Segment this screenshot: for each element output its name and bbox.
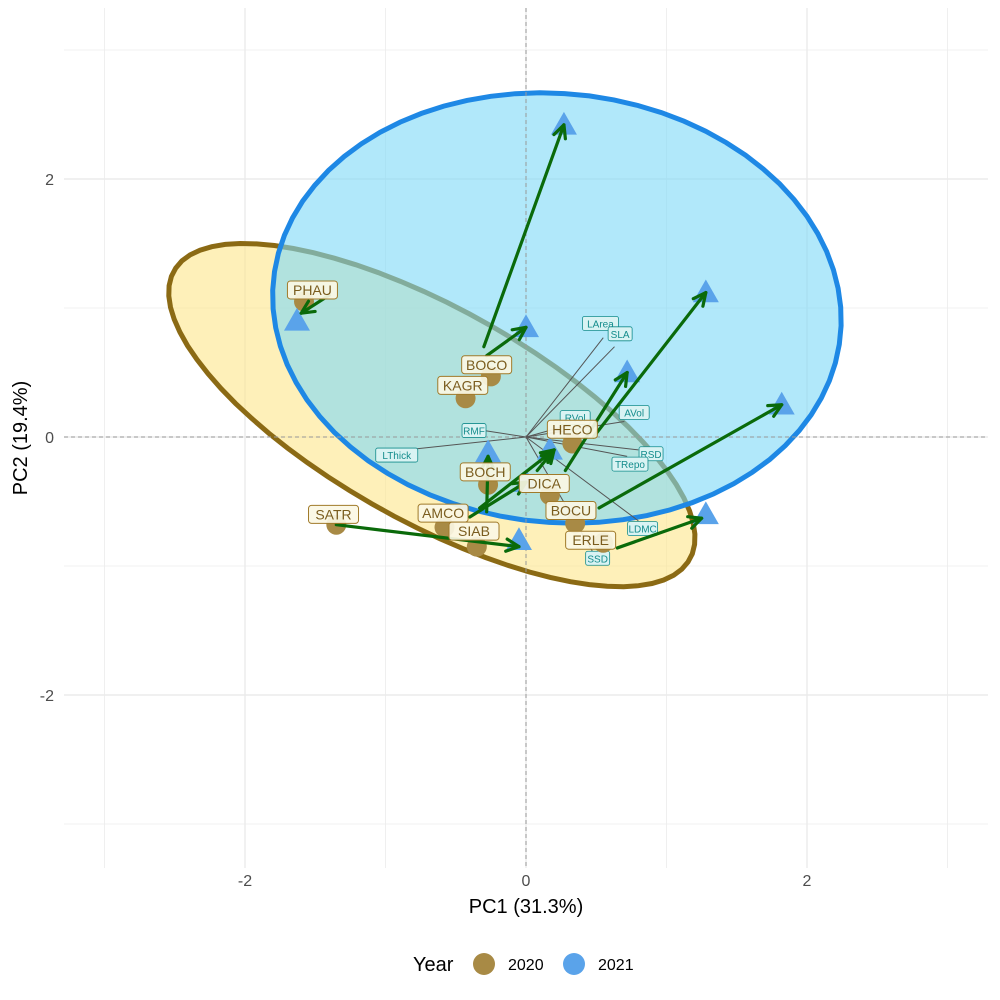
- legend-swatch-2021: [563, 953, 585, 975]
- obs-label-box: [545, 501, 597, 521]
- y-tick-label: 2: [45, 172, 54, 189]
- trait-label-rsd: RSD: [640, 450, 661, 461]
- obs-label-phau: PHAU: [293, 282, 332, 298]
- point-2021-phau: [283, 307, 310, 331]
- legend-label-2021: 2021: [598, 957, 634, 974]
- ellipse-2021: [270, 90, 844, 526]
- obs-label-erle: ERLE: [572, 532, 609, 548]
- trait-label-box: [627, 521, 659, 536]
- obs-label-box: [308, 504, 360, 524]
- y-axis-title: PC2 (19.4%): [10, 381, 32, 496]
- change-arrow-5: [591, 290, 708, 439]
- point-2021-boch: [475, 439, 502, 463]
- change-arrow-9: [597, 403, 784, 510]
- obs-label-kagr: KAGR: [443, 377, 483, 393]
- x-axis-title: PC1 (31.3%): [469, 896, 584, 918]
- obs-label-amco: AMCO: [422, 505, 464, 521]
- obs-label-box: [546, 419, 598, 439]
- obs-label-box: [417, 503, 469, 523]
- y-tick-label: -2: [40, 688, 54, 705]
- loading-line-lthick: [406, 436, 527, 451]
- obs-label-boch: BOCH: [465, 464, 505, 480]
- obs-label-dica: DICA: [528, 475, 562, 491]
- trait-label-box: [611, 456, 649, 472]
- trait-label-rvol: RVol: [565, 414, 586, 425]
- trait-label-trepo: TRepo: [615, 460, 645, 471]
- obs-label-box: [565, 530, 617, 550]
- change-arrow-12: [615, 515, 704, 550]
- trait-label-ldmc: LDMC: [628, 525, 656, 536]
- obs-label-box: [437, 375, 489, 395]
- year-change-arrows: [299, 123, 784, 553]
- confidence-ellipses: [166, 90, 844, 590]
- x-tick-labels: -2 0 2: [238, 873, 812, 890]
- loading-line-sla: [525, 346, 615, 438]
- point-2021-kagr: [550, 111, 577, 135]
- trait-label-box: [375, 447, 419, 463]
- trait-label-lthick: LThick: [382, 451, 412, 462]
- trait-label-box: [461, 423, 487, 438]
- obs-label-siab: SIAB: [458, 523, 490, 539]
- obs-label-heco: HECO: [552, 421, 593, 437]
- legend-title: Year: [413, 954, 454, 976]
- obs-label-box: [459, 462, 511, 482]
- x-tick-label: -2: [238, 873, 252, 890]
- x-tick-label: 0: [522, 873, 531, 890]
- observation-labels: PHAU BOCO KAGR HECO BOCH DICA BOCU SATR AMCO SIAB…: [286, 280, 617, 550]
- axes: -2 0 2 -2 0 2 PC1 (31.3%) PC2 (19.4%): [10, 172, 812, 918]
- obs-label-box: [518, 473, 570, 493]
- x-tick-label: 2: [803, 873, 812, 890]
- obs-label-boco: BOCO: [466, 357, 507, 373]
- obs-label-bocu: BOCU: [551, 503, 591, 519]
- change-arrow-3: [482, 123, 567, 349]
- obs-label-box: [461, 355, 513, 375]
- legend-swatch-2020: [473, 953, 495, 975]
- obs-label-box: [448, 521, 500, 541]
- legend: Year 2020 2021: [413, 953, 634, 976]
- trait-label-box: [607, 326, 633, 342]
- change-arrow-2: [485, 325, 528, 358]
- trait-label-larea: LArea: [587, 319, 614, 330]
- change-arrow-8: [478, 448, 556, 510]
- y-tick-label: 0: [45, 430, 54, 447]
- loading-line-rmf: [483, 430, 527, 438]
- loading-line-larea: [525, 337, 604, 438]
- trait-label-ssd: SSD: [587, 554, 608, 565]
- trait-label-avol: AVol: [624, 408, 644, 419]
- trait-label-box: [618, 405, 650, 420]
- y-tick-labels: -2 0 2: [40, 172, 54, 705]
- zero-reference-lines: [64, 8, 988, 868]
- obs-label-satr: SATR: [315, 506, 351, 522]
- change-arrow-11: [334, 523, 521, 553]
- trait-label-rmf: RMF: [463, 427, 485, 438]
- legend-label-2020: 2020: [508, 957, 544, 974]
- obs-label-box: [286, 280, 338, 300]
- trait-label-sla: SLA: [611, 330, 630, 341]
- trait-label-box: [585, 550, 611, 566]
